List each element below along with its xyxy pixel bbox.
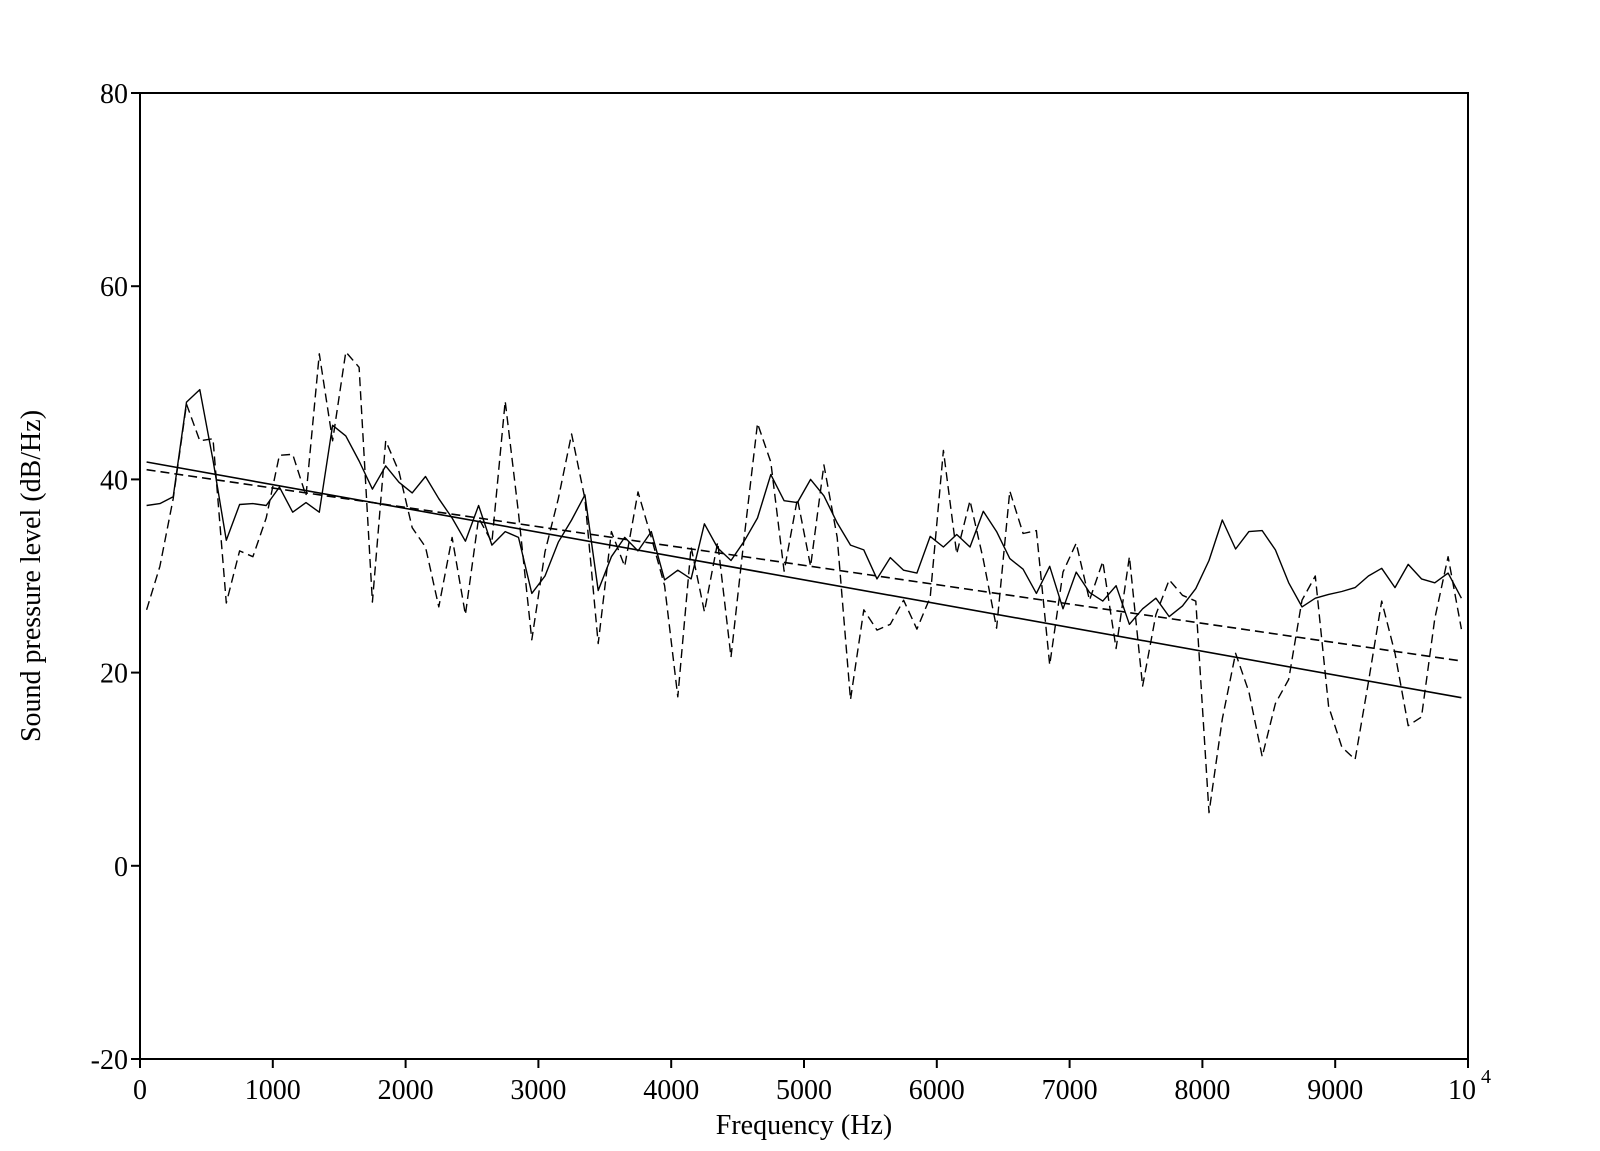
x-axis-title: Frequency (Hz) xyxy=(716,1110,892,1141)
y-tick-label: 60 xyxy=(100,272,128,303)
y-tick-label: 40 xyxy=(100,465,128,496)
x-tick-label: 4000 xyxy=(643,1075,699,1106)
y-tick-label: -20 xyxy=(91,1045,128,1076)
x-tick-label: 6000 xyxy=(909,1075,965,1106)
x-tick-label: 3000 xyxy=(510,1075,566,1106)
y-tick-label: 0 xyxy=(114,852,128,883)
trend-line-solid-2 xyxy=(146,461,1462,699)
spectrum-line-solid-0 xyxy=(146,388,1463,625)
y-axis-title: Sound pressure level (dB/Hz) xyxy=(16,410,47,742)
x-tick-exponent: 4 xyxy=(1481,1066,1491,1088)
x-tick-label: 0 xyxy=(133,1075,147,1106)
series-layer xyxy=(145,351,1463,814)
x-tick-label: 10 xyxy=(1448,1075,1476,1106)
plot-frame xyxy=(139,92,1469,1060)
spectrum-line-dashed-1 xyxy=(145,351,1463,814)
y-tick-label: 80 xyxy=(100,79,128,110)
x-tick-label: 7000 xyxy=(1042,1075,1098,1106)
x-tick-label: 1000 xyxy=(245,1075,301,1106)
x-tick-label: 2000 xyxy=(378,1075,434,1106)
trend-line-dashed-3 xyxy=(146,468,1462,662)
x-tick-label: 5000 xyxy=(776,1075,832,1106)
x-tick-label: 9000 xyxy=(1307,1075,1363,1106)
x-tick-label: 8000 xyxy=(1174,1075,1230,1106)
labels-layer: 0 1000 2000 3000 4000 5000 6000 7000 8000 9000 10 4… xyxy=(16,79,1491,1141)
axes-layer xyxy=(131,92,1469,1068)
y-tick-label: 20 xyxy=(100,659,128,690)
